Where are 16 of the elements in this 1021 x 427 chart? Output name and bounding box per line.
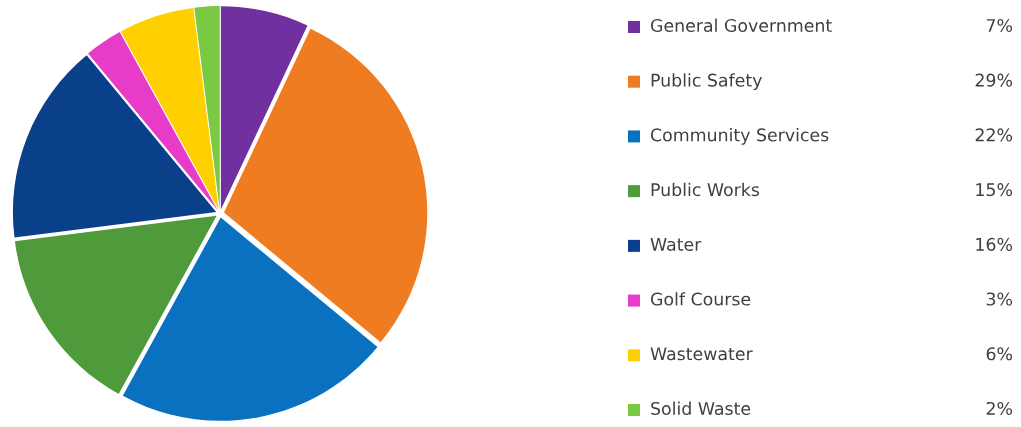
legend-label: Public Safety [651, 73, 762, 91]
data-label: 3% [986, 292, 1013, 306]
legend-label: General Government [650, 18, 832, 33]
legend-label: Wastewater [650, 347, 753, 361]
legend-label: Golf Course [650, 292, 751, 306]
data-label: 29% [975, 73, 1013, 87]
data-label: 2% [986, 401, 1013, 416]
legend-label: Community Services [650, 128, 829, 145]
data-label: 16% [976, 237, 1013, 251]
legend-label: Water [650, 237, 702, 251]
data-label: 6% [986, 347, 1013, 361]
legend-label: Public Works [651, 182, 760, 197]
data-label: 15% [976, 183, 1013, 197]
data-label: 22% [975, 128, 1013, 142]
legend-label: Solid Waste [651, 401, 751, 416]
data-label: 7% [986, 18, 1013, 33]
